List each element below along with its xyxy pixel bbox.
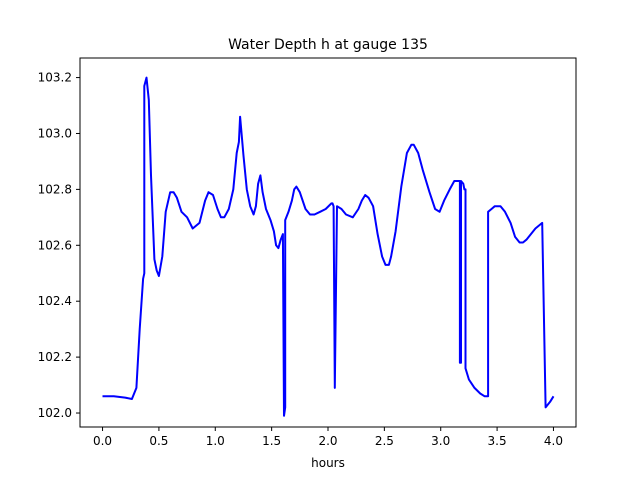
y-tick-label: 102.2 (38, 350, 72, 364)
series-line (102, 76, 555, 417)
x-tick-label: 2.0 (318, 434, 337, 448)
y-axis: 102.0 102.2 102.4 102.6 102.8 103.0 103.2 (38, 71, 80, 420)
x-tick-label: 3.5 (488, 434, 507, 448)
x-tick-label: 2.5 (375, 434, 394, 448)
y-tick-label: 103.2 (38, 71, 72, 85)
x-axis: 0.0 0.5 1.0 1.5 2.0 2.5 3.0 3.5 4.0 (93, 427, 563, 448)
x-tick-label: 4.0 (544, 434, 563, 448)
y-tick-label: 102.4 (38, 294, 72, 308)
x-tick-label: 1.5 (262, 434, 281, 448)
y-tick-label: 102.8 (38, 182, 72, 196)
x-axis-label: hours (311, 456, 345, 470)
y-tick-label: 103.0 (38, 126, 72, 140)
chart-title: Water Depth h at gauge 135 (228, 37, 428, 53)
x-tick-label: 1.0 (206, 434, 225, 448)
x-tick-label: 3.0 (431, 434, 450, 448)
x-tick-label: 0.5 (149, 434, 168, 448)
y-tick-label: 102.0 (38, 406, 72, 420)
y-tick-label: 102.6 (38, 238, 72, 252)
x-tick-label: 0.0 (93, 434, 112, 448)
